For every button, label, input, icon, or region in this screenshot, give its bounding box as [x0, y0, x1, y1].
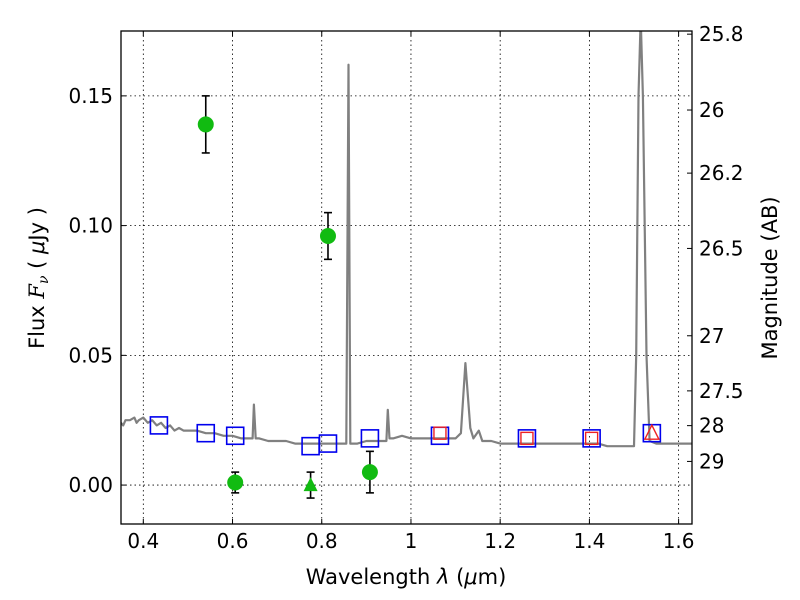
grid [121, 31, 692, 524]
model-photometry-marker [301, 436, 320, 456]
mag-tick-label: 26.5 [699, 236, 744, 260]
filter-point-marker [643, 423, 660, 440]
mag-tick-label: 28 [699, 414, 724, 438]
plot-area [121, 31, 692, 499]
mag-tick-label: 29 [699, 449, 724, 473]
x-tick-label: 1.2 [484, 529, 516, 553]
mag-tick-label: 25.8 [699, 22, 744, 46]
model-photometry-marker [196, 423, 216, 443]
plot-frame [120, 30, 693, 525]
y-tick-label: 0.10 [68, 214, 113, 238]
x-tick-label: 1.4 [573, 529, 605, 553]
detection-point [227, 474, 244, 491]
mag-tick-label: 26.2 [699, 161, 744, 185]
mag-tick-label: 27.5 [699, 379, 744, 403]
y-tick-label: 0.15 [68, 84, 113, 108]
y-tick-label: 0.05 [68, 343, 113, 367]
y2-axis-label: Magnitude (AB) [758, 196, 782, 359]
model-photometry-marker [225, 426, 245, 446]
detection-point [361, 464, 378, 481]
mag-tick-label: 27 [699, 324, 724, 348]
filter-point-marker [584, 431, 599, 446]
detection-point [319, 227, 336, 244]
model-spectrum-line [121, 31, 692, 448]
x-axis-label: Wavelength λ (μm) [306, 565, 507, 589]
model-photometry-marker [318, 434, 338, 453]
y-axis-label: Flux Fν ( μJy ) [25, 207, 52, 349]
detection-point [197, 116, 214, 133]
x-tick-label: 0.4 [127, 529, 159, 553]
x-tick-label: 0.6 [217, 529, 249, 553]
x-tick-label: 0.8 [306, 529, 338, 553]
upper-limit-point [303, 477, 318, 492]
model-photometry-marker [517, 429, 537, 448]
mag-tick-label: 26 [699, 98, 724, 122]
model-photometry-marker [360, 429, 380, 448]
axes-ticks: 0.4 0.6 0.8 1 1.2 1.4 1.6 0.00 0.05 0.10 0.15 25.8 2… [68, 22, 743, 553]
model-photometry-marker [582, 429, 601, 448]
y-tick-label: 0.00 [68, 473, 113, 497]
filter-point-marker [520, 431, 534, 446]
x-tick-label: 1.6 [663, 529, 695, 553]
model-photometry-marker [149, 416, 169, 435]
x-tick-label: 1 [405, 529, 418, 553]
filter-point-marker [433, 426, 447, 440]
